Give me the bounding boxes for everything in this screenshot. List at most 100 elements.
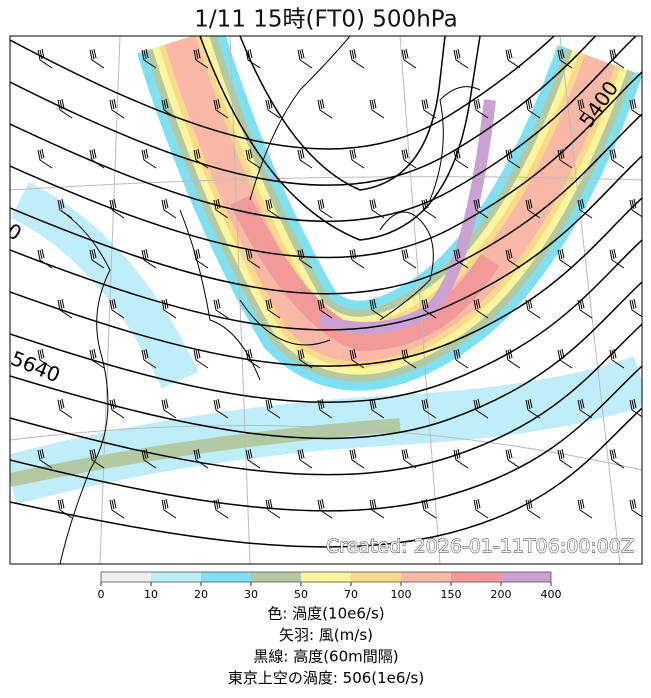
wind-barb (525, 398, 541, 419)
wind-barb (213, 98, 229, 119)
colorbar-tick-label: 150 (441, 588, 462, 601)
contour-line (10, 323, 642, 476)
contour-line (10, 113, 642, 295)
wind-barb (473, 298, 489, 319)
legend-line: 色: 渦度(10e6/s) (267, 605, 384, 623)
wind-barb (109, 98, 125, 119)
wind-barb (557, 148, 573, 169)
wind-barb (109, 298, 125, 319)
wind-barb (609, 448, 625, 469)
wind-barb (421, 98, 437, 119)
shade (300, 40, 460, 172)
wind-barb (161, 498, 177, 519)
wind-barb (473, 398, 489, 419)
contour-line (10, 281, 642, 440)
contour-line (10, 407, 642, 548)
wind-barb (525, 298, 541, 319)
wind-barb (317, 498, 333, 519)
colorbar-segment (201, 572, 251, 582)
contour-line (239, 36, 446, 191)
wind-barb (525, 98, 541, 119)
colorbar-tick-label: 0 (98, 588, 105, 601)
wind-barb (161, 98, 177, 119)
wind-barb (161, 198, 177, 219)
wind-barb (161, 398, 177, 419)
wind-barb (161, 298, 177, 319)
wind-barb (453, 248, 469, 269)
wind-barb (297, 348, 313, 369)
wind-barb (141, 148, 157, 169)
wind-barb (37, 248, 53, 269)
wind-barb (609, 48, 625, 69)
wind-barb (37, 48, 53, 69)
legend-line: 矢羽: 風(m/s) (279, 626, 373, 644)
wind-barb (557, 48, 573, 69)
wind-barb (421, 198, 437, 219)
wind-barb (369, 398, 385, 419)
wind-barb (629, 198, 642, 218)
wind-barb (505, 48, 521, 69)
contour-line (10, 71, 642, 259)
wind-barb (577, 198, 593, 219)
wind-barb (57, 398, 73, 419)
contour-line (10, 155, 642, 331)
wind-barb (317, 98, 333, 119)
colorbar-segment (101, 572, 151, 582)
wind-barb (453, 448, 469, 469)
wind-barbs (37, 48, 642, 519)
colorbar-segment (451, 572, 501, 582)
legend-line: 黒線: 高度(60m間隔) (253, 648, 398, 666)
contour-line (10, 36, 637, 223)
wind-barb (265, 98, 281, 119)
colorbar-frame (100, 571, 552, 583)
colorbar-tick-label: 100 (391, 588, 412, 601)
wind-barb (629, 298, 642, 318)
wind-barb (141, 448, 157, 469)
wind-barb (453, 48, 469, 69)
wind-barb (89, 448, 105, 469)
wind-barb (109, 398, 125, 419)
wind-barb (577, 98, 593, 119)
wind-barb (109, 498, 125, 519)
wind-barb (265, 498, 281, 519)
wind-barb (317, 398, 333, 419)
map-frame (9, 35, 643, 565)
wind-barb (213, 398, 229, 419)
wind-barb (525, 198, 541, 219)
height-contours (10, 36, 642, 548)
map: 5400 5640 20 (10, 36, 642, 564)
wind-barb (473, 98, 489, 119)
contour-line (10, 197, 642, 367)
wind-barb (505, 148, 521, 169)
wind-barb (193, 48, 209, 69)
wind-barb (57, 298, 73, 319)
wind-barb (297, 148, 313, 169)
colorbar-tick-label: 10 (144, 588, 158, 601)
wind-barb (297, 48, 313, 69)
wind-barb (401, 448, 417, 469)
colorbar-segment (151, 572, 201, 582)
wind-barb (193, 348, 209, 369)
wind-barb (577, 298, 593, 319)
wind-barb (349, 448, 365, 469)
vorticity-shading (10, 36, 642, 505)
wind-barb (297, 248, 313, 269)
legend-line: 東京上空の渦度: 506(1e6/s) (228, 669, 424, 687)
wind-barb (609, 248, 625, 269)
colorbar-segment (251, 572, 301, 582)
wind-barb (317, 298, 333, 319)
wind-barb (577, 398, 593, 419)
wind-barb (505, 248, 521, 269)
wind-barb (245, 48, 261, 69)
wind-barb (57, 498, 73, 519)
wind-barb (369, 298, 385, 319)
wind-barb (349, 148, 365, 169)
wind-barb (629, 398, 642, 418)
wind-barb (369, 198, 385, 219)
wind-barb (401, 248, 417, 269)
wind-barb (245, 448, 261, 469)
coastline (59, 36, 481, 564)
wind-barb (453, 148, 469, 169)
wind-barb (401, 348, 417, 369)
